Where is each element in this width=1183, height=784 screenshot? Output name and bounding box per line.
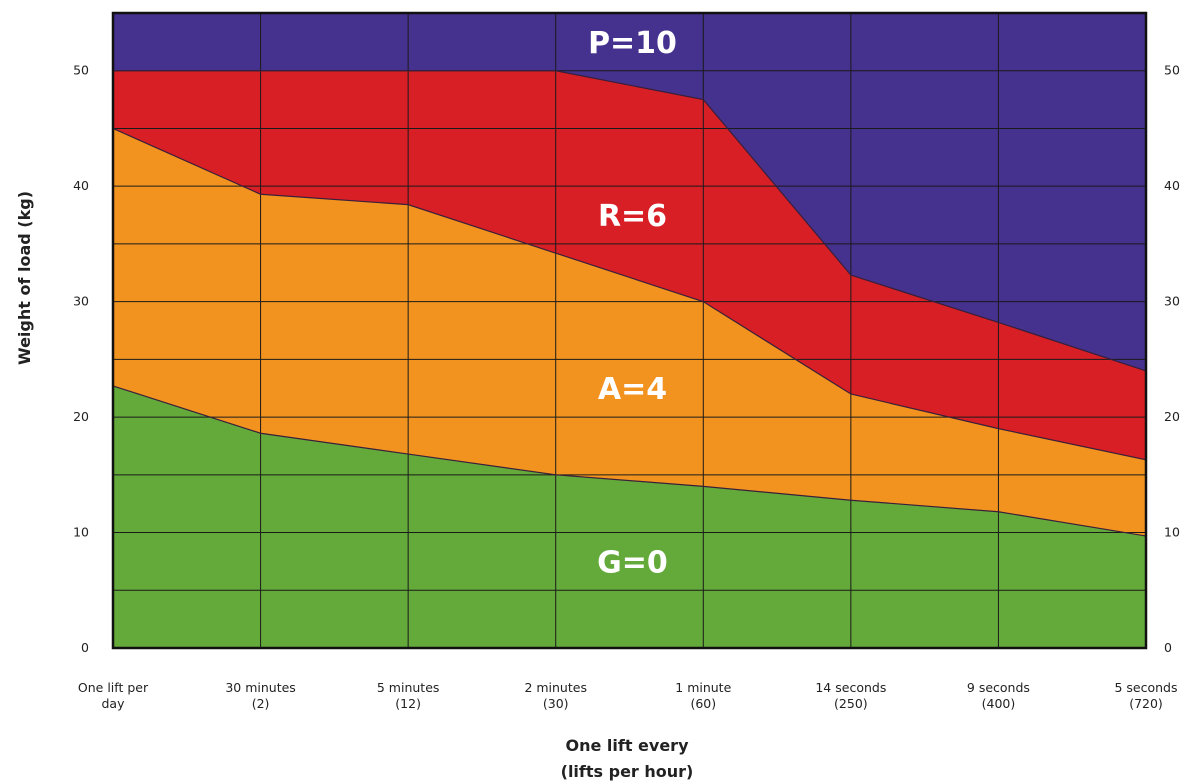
y-tick-label-right: 50	[1164, 63, 1180, 78]
y-tick-label-left: 0	[81, 640, 89, 655]
x-tick-sublabel: (250)	[834, 696, 868, 711]
band-label: P=10	[588, 26, 677, 61]
y-axis-title: Weight of load (kg)	[15, 191, 34, 365]
x-tick-label: 30 minutes	[225, 680, 295, 695]
y-axis-right: 0 10 20 30 40 50	[1164, 63, 1180, 655]
band-a-4-area	[113, 128, 1146, 537]
orange-upper-boundary-line	[112, 127, 1147, 461]
y-tick-label-left: 10	[73, 525, 89, 540]
y-tick-label-left: 40	[73, 178, 89, 193]
y-tick-label-left: 20	[73, 409, 89, 424]
band-labels: G=0 A=4 R=6 P=10	[588, 26, 677, 581]
y-tick-label-right: 0	[1164, 640, 1172, 655]
x-tick-label: 2 minutes	[524, 680, 587, 695]
band-label: G=0	[597, 545, 668, 580]
x-tick-sublabel: (2)	[252, 696, 270, 711]
band-r-6-area	[113, 70, 1146, 460]
x-tick-label: 9 seconds	[967, 680, 1030, 695]
x-tick-sublabel: (30)	[543, 696, 569, 711]
y-tick-label-left: 50	[73, 63, 89, 78]
x-tick-label: One lift per	[78, 680, 149, 695]
x-tick-label: 14 seconds	[815, 680, 886, 695]
y-tick-label-left: 30	[73, 294, 89, 309]
red-upper-boundary-line	[113, 70, 1147, 372]
y-tick-label-right: 30	[1164, 294, 1180, 309]
x-tick-sublabel: (60)	[690, 696, 716, 711]
x-axis-title: One lift every	[565, 736, 689, 755]
x-tick-sublabel: (12)	[395, 696, 421, 711]
y-tick-label-right: 40	[1164, 178, 1180, 193]
x-tick-label: 5 minutes	[377, 680, 440, 695]
band-boundaries	[112, 70, 1147, 537]
x-tick-label: 1 minute	[675, 680, 731, 695]
x-tick-sublabel: day	[102, 696, 126, 711]
y-tick-label-right: 20	[1164, 409, 1180, 424]
band-label: A=4	[598, 372, 667, 407]
band-label: R=6	[598, 199, 667, 234]
green-upper-boundary-line	[112, 385, 1147, 537]
y-axis-left: 0 10 20 30 40 50	[73, 63, 89, 655]
x-axis-subtitle: (lifts per hour)	[561, 762, 694, 781]
area-bands	[113, 13, 1146, 648]
x-tick-label: 5 seconds	[1114, 680, 1177, 695]
band-g-0-area	[113, 385, 1146, 648]
x-tick-sublabel: (720)	[1129, 696, 1163, 711]
y-tick-label-right: 10	[1164, 525, 1180, 540]
band-p-10-area	[113, 13, 1146, 371]
x-tick-sublabel: (400)	[982, 696, 1016, 711]
gridlines	[113, 13, 1146, 648]
plot-frame	[111, 11, 1148, 650]
